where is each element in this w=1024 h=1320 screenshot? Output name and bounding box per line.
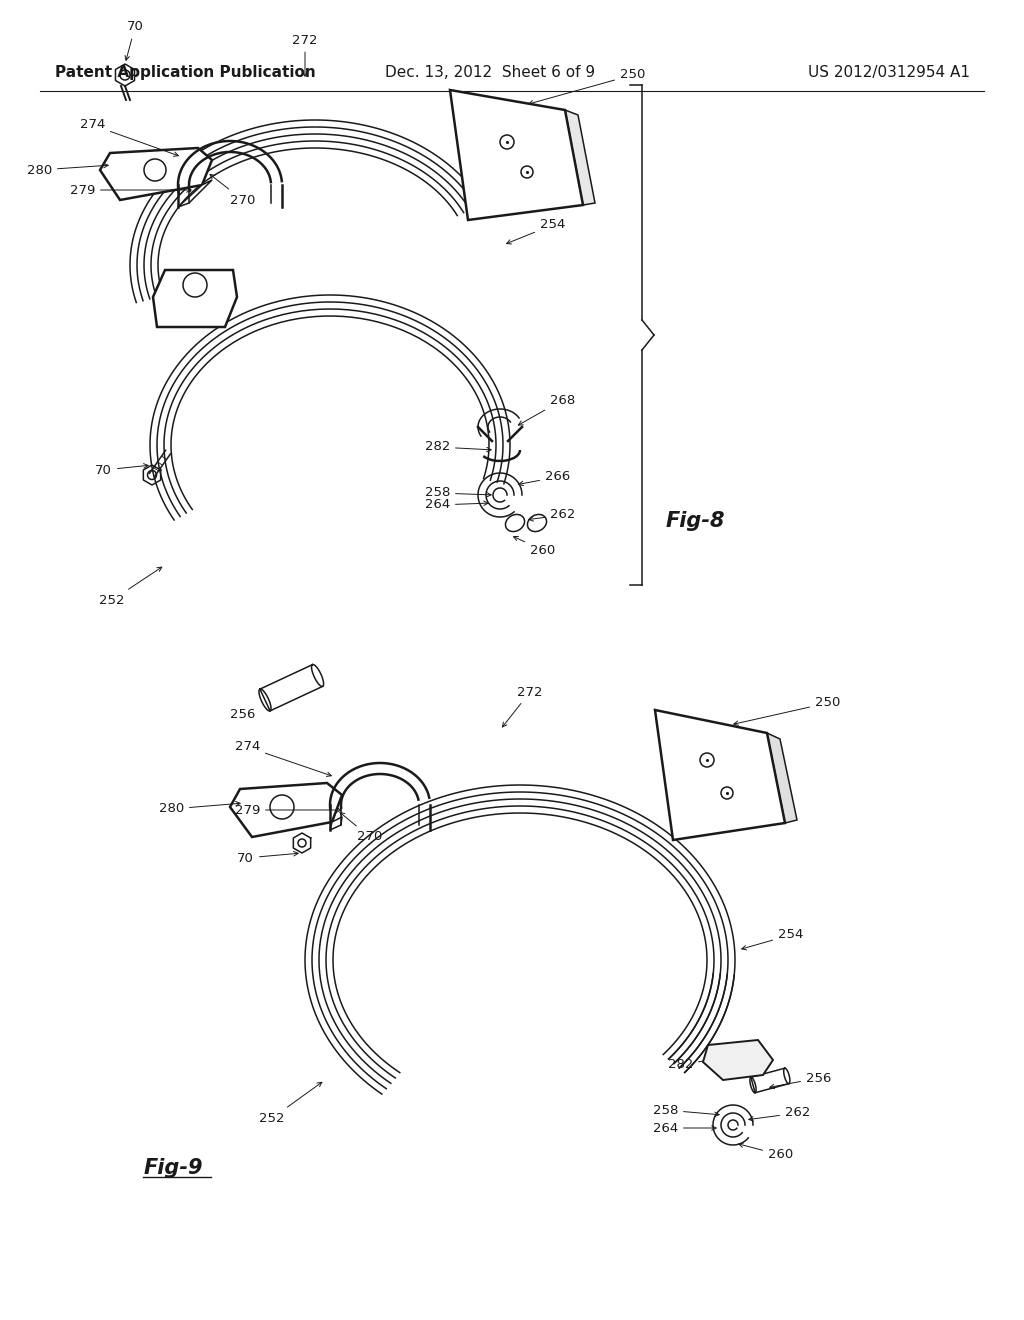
Text: 270: 270	[210, 174, 255, 206]
Text: 252: 252	[259, 1082, 322, 1125]
Polygon shape	[655, 710, 785, 840]
Polygon shape	[565, 110, 595, 205]
Polygon shape	[100, 148, 212, 201]
Text: 282: 282	[668, 1055, 734, 1072]
Polygon shape	[450, 90, 583, 220]
Text: 266: 266	[519, 470, 570, 486]
Text: 70: 70	[95, 463, 148, 477]
Polygon shape	[767, 733, 797, 822]
Text: 262: 262	[749, 1106, 810, 1121]
Text: 264: 264	[652, 1122, 716, 1134]
Text: Patent Application Publication: Patent Application Publication	[55, 65, 315, 81]
Text: 279: 279	[70, 183, 191, 197]
Text: 250: 250	[528, 69, 645, 104]
Text: 70: 70	[238, 851, 298, 865]
Text: 256: 256	[770, 1072, 831, 1089]
Text: Fig-8: Fig-8	[666, 511, 725, 532]
Polygon shape	[330, 817, 342, 830]
Text: 260: 260	[513, 536, 555, 557]
Polygon shape	[178, 180, 212, 207]
Text: 282: 282	[425, 441, 492, 454]
Text: 270: 270	[340, 813, 382, 843]
Text: 264: 264	[425, 499, 488, 511]
Polygon shape	[230, 783, 342, 837]
Text: 272: 272	[693, 756, 719, 770]
Polygon shape	[703, 1040, 773, 1080]
Text: 268: 268	[518, 393, 575, 425]
Text: 254: 254	[741, 928, 804, 950]
Text: 70: 70	[125, 21, 143, 61]
Text: Fig-9: Fig-9	[143, 1158, 203, 1179]
Text: 272: 272	[292, 33, 317, 77]
Text: Dec. 13, 2012  Sheet 6 of 9: Dec. 13, 2012 Sheet 6 of 9	[385, 65, 595, 81]
Text: 254: 254	[507, 219, 565, 244]
Text: 280: 280	[27, 164, 109, 177]
Text: 279: 279	[234, 804, 341, 817]
Text: 252: 252	[99, 568, 162, 606]
Text: 260: 260	[738, 1143, 794, 1162]
Text: 256: 256	[229, 709, 255, 722]
Text: 250: 250	[734, 697, 841, 726]
Text: 272: 272	[495, 139, 520, 152]
Text: 262: 262	[528, 508, 575, 521]
Text: 274: 274	[80, 119, 178, 156]
Text: 258: 258	[425, 487, 492, 499]
Polygon shape	[153, 271, 237, 327]
Text: US 2012/0312954 A1: US 2012/0312954 A1	[808, 65, 970, 81]
Text: 280: 280	[159, 801, 241, 816]
Text: 272: 272	[503, 685, 543, 727]
Text: 274: 274	[234, 741, 332, 776]
Text: 258: 258	[652, 1104, 719, 1117]
